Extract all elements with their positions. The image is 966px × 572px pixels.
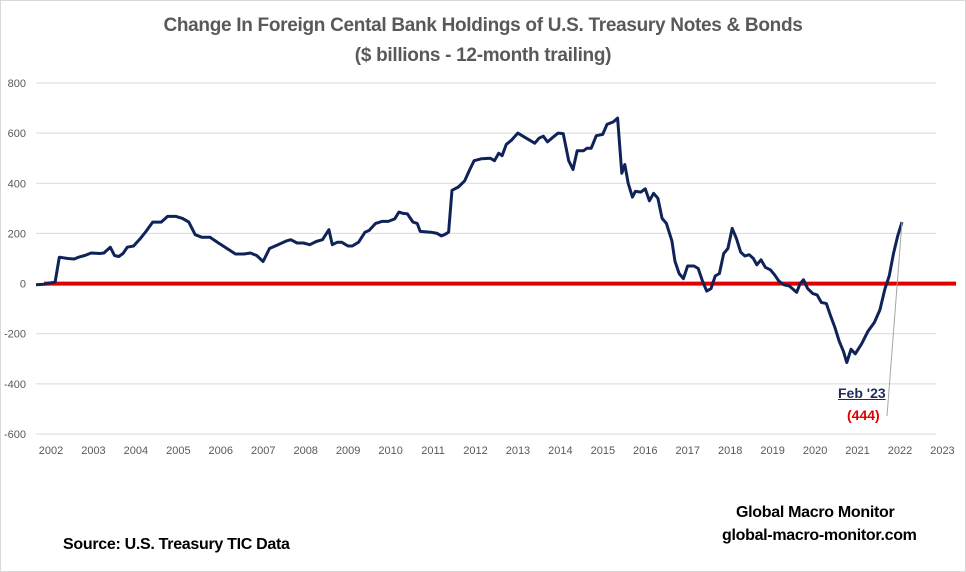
- gridlines: [36, 82, 936, 435]
- x-tick-label: 2016: [633, 445, 657, 457]
- x-tick-label: 2002: [39, 445, 63, 457]
- x-tick-label: 2021: [845, 445, 869, 457]
- x-tick-label: 2003: [81, 445, 105, 457]
- y-tick-label: 200: [8, 228, 26, 240]
- annotation-leader-line: [886, 222, 903, 417]
- source-note: Source: U.S. Treasury TIC Data: [63, 536, 290, 553]
- x-tick-label: 2010: [378, 445, 402, 457]
- y-tick-label: 800: [8, 78, 26, 90]
- x-tick-label: 2023: [930, 445, 954, 457]
- chart-subtitle: ($ billions - 12-month trailing): [354, 45, 612, 66]
- y-tick-label: 600: [8, 128, 26, 140]
- x-tick-label: 2017: [676, 445, 700, 457]
- x-tick-label: 2009: [336, 445, 360, 457]
- brand-url: global-macro-monitor.com: [722, 527, 917, 544]
- y-tick-label: -200: [4, 329, 26, 341]
- x-tick-label: 2005: [166, 445, 190, 457]
- chart-title: Change In Foreign Cental Bank Holdings o…: [163, 15, 803, 36]
- x-tick-label: 2006: [209, 445, 233, 457]
- brand-name: Global Macro Monitor: [736, 504, 895, 521]
- x-tick-label: 2013: [506, 445, 530, 457]
- x-tick-label: 2012: [463, 445, 487, 457]
- x-tick-label: 2022: [888, 445, 912, 457]
- x-axis-ticks: 2002 2003 2004 2005 2006 2007 2008 2009 2010 2011…: [39, 445, 955, 457]
- x-tick-label: 2018: [718, 445, 742, 457]
- x-tick-label: 2011: [421, 445, 445, 457]
- y-axis-ticks: 800 600 400 200 0 -200 -400 -600: [4, 78, 26, 441]
- y-tick-label: 400: [8, 178, 26, 190]
- x-tick-label: 2019: [760, 445, 784, 457]
- y-tick-label: -600: [4, 429, 26, 441]
- x-tick-label: 2014: [548, 445, 572, 457]
- series-line-foreign-cb-holdings: [35, 116, 904, 364]
- x-tick-label: 2004: [124, 445, 148, 457]
- annotation-value-label: (444): [847, 407, 880, 423]
- x-tick-label: 2015: [591, 445, 615, 457]
- x-tick-label: 2020: [803, 445, 827, 457]
- y-tick-label: 0: [20, 279, 26, 291]
- y-tick-label: -400: [4, 379, 26, 391]
- annotation-date-label: Feb '23: [838, 385, 886, 401]
- x-tick-label: 2008: [293, 445, 317, 457]
- x-tick-label: 2007: [251, 445, 275, 457]
